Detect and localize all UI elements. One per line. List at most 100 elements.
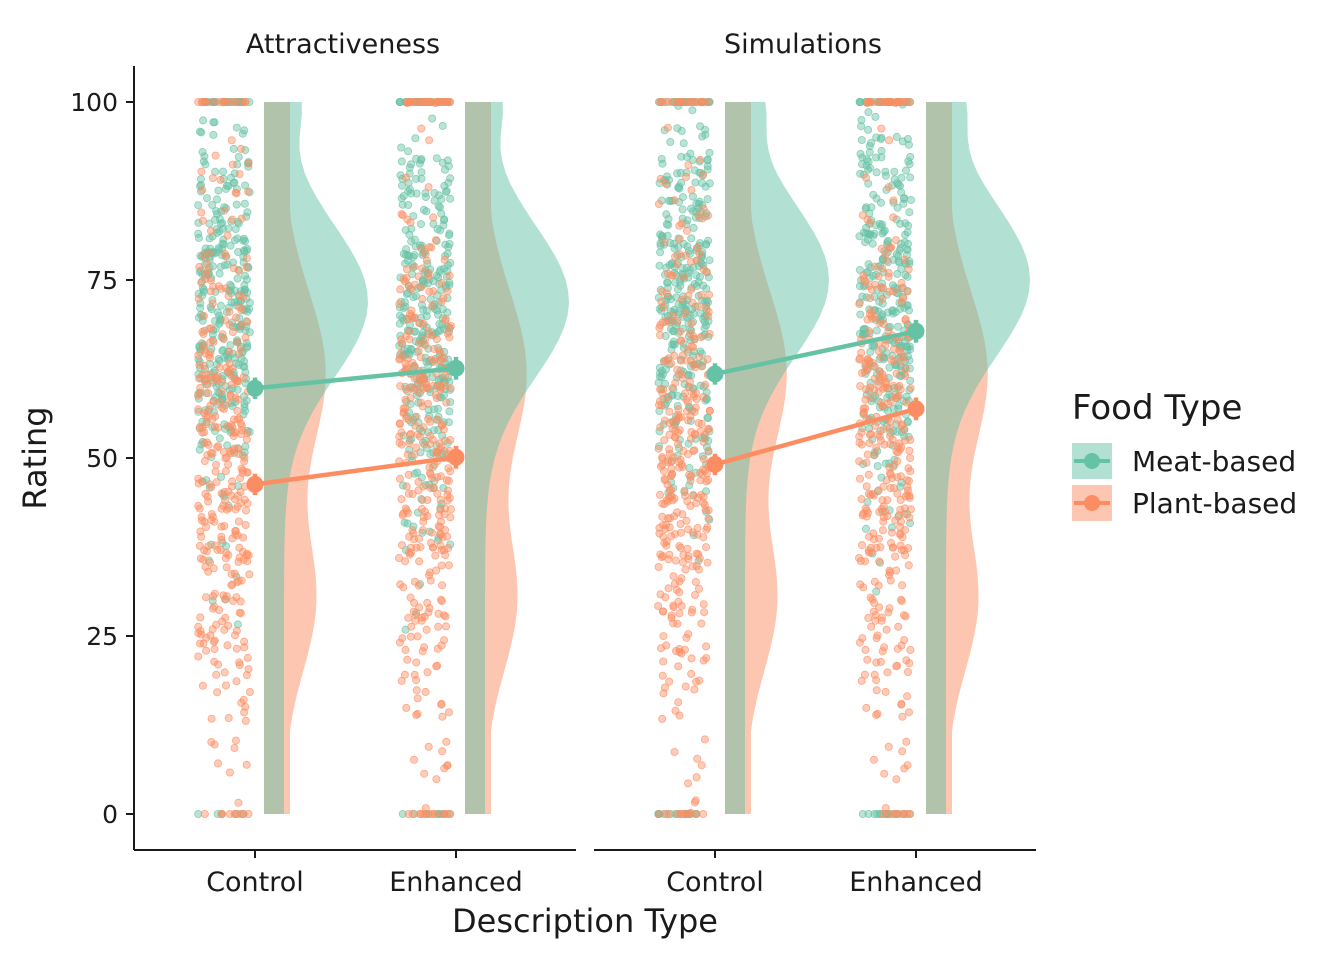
rain-point bbox=[423, 668, 432, 677]
rain-point bbox=[678, 510, 687, 519]
rain-point bbox=[408, 526, 417, 535]
rain-point bbox=[214, 186, 223, 195]
rain-point bbox=[201, 420, 210, 429]
rain-point bbox=[436, 541, 445, 550]
rain-point bbox=[397, 335, 406, 344]
rain-point bbox=[872, 710, 881, 719]
rain-point bbox=[196, 613, 205, 622]
rain-point bbox=[704, 211, 713, 220]
rain-point bbox=[901, 612, 910, 621]
rain-point bbox=[862, 203, 871, 212]
rain-point bbox=[883, 668, 892, 677]
rain-point bbox=[656, 385, 665, 394]
rain-point bbox=[664, 214, 673, 223]
rain-point bbox=[699, 465, 708, 474]
rain-point bbox=[865, 142, 874, 151]
rain-point bbox=[203, 451, 212, 460]
rain-point bbox=[863, 99, 872, 108]
rain-point bbox=[882, 810, 891, 819]
rain-point bbox=[445, 324, 454, 333]
rain-point bbox=[217, 472, 226, 481]
rain-point bbox=[691, 363, 700, 372]
rain-point bbox=[440, 255, 449, 264]
rain-point bbox=[905, 513, 914, 522]
rain-point bbox=[657, 297, 666, 306]
rain-point bbox=[705, 406, 714, 415]
rain-point bbox=[198, 185, 207, 194]
rain-point bbox=[897, 641, 906, 650]
rain-point bbox=[896, 357, 905, 366]
rain-point bbox=[412, 412, 421, 421]
rain-point bbox=[674, 370, 683, 379]
rain-point bbox=[228, 477, 237, 486]
rain-point bbox=[877, 124, 886, 133]
rain-point bbox=[197, 278, 206, 287]
mean-point-attractiveness-meat-based-enhanced bbox=[447, 359, 465, 377]
rain-point bbox=[696, 122, 705, 131]
rain-point bbox=[406, 632, 415, 641]
rain-point bbox=[688, 192, 697, 201]
rain-point bbox=[406, 400, 415, 409]
rain-point bbox=[703, 162, 712, 171]
rain-point bbox=[422, 207, 431, 216]
rain-point bbox=[219, 335, 228, 344]
rain-point bbox=[877, 222, 886, 231]
x-tick-label-simulations-enhanced: Enhanced bbox=[849, 867, 983, 898]
rain-point bbox=[874, 581, 883, 590]
rain-point bbox=[704, 312, 713, 321]
rain-point bbox=[404, 187, 413, 196]
rain-point bbox=[677, 295, 686, 304]
rain-point bbox=[398, 810, 407, 819]
rain-point bbox=[897, 597, 906, 606]
rain-point bbox=[225, 307, 234, 316]
rain-point bbox=[419, 513, 428, 522]
rain-point bbox=[656, 331, 665, 340]
rain-point bbox=[878, 613, 887, 622]
rain-point bbox=[437, 195, 446, 204]
rain-point bbox=[412, 686, 421, 695]
rain-point bbox=[418, 402, 427, 411]
rain-point bbox=[865, 532, 874, 541]
rain-point bbox=[445, 493, 454, 502]
rain-point bbox=[237, 306, 246, 315]
rain-point bbox=[655, 401, 664, 410]
rain-point bbox=[220, 206, 229, 215]
rain-point bbox=[671, 252, 680, 261]
rain-point bbox=[701, 505, 710, 514]
rain-point bbox=[700, 735, 709, 744]
rain-point bbox=[660, 539, 669, 548]
rain-point bbox=[433, 661, 442, 670]
rain-point bbox=[864, 470, 873, 479]
rain-point bbox=[444, 476, 453, 485]
rain-point bbox=[194, 652, 203, 661]
rain-point bbox=[862, 524, 871, 533]
rain-point bbox=[901, 364, 910, 373]
rain-point bbox=[416, 220, 425, 229]
rain-point bbox=[240, 708, 249, 717]
rain-point bbox=[433, 404, 442, 413]
rain-point bbox=[213, 372, 222, 381]
rain-point bbox=[220, 98, 229, 107]
rain-point bbox=[437, 98, 446, 107]
rain-point bbox=[231, 313, 240, 322]
rain-point bbox=[220, 668, 229, 677]
rain-point bbox=[668, 340, 677, 349]
rain-point bbox=[671, 378, 680, 387]
rain-point bbox=[243, 468, 252, 477]
rain-point bbox=[426, 470, 435, 479]
rain-point bbox=[689, 309, 698, 318]
rain-point bbox=[438, 420, 447, 429]
rain-point bbox=[681, 682, 690, 691]
rain-point bbox=[210, 645, 219, 654]
rain-point bbox=[670, 351, 679, 360]
y-axis-title: Rating bbox=[16, 406, 54, 509]
rain-point bbox=[687, 186, 696, 195]
rain-points-attractiveness-control bbox=[194, 98, 254, 819]
rain-point bbox=[206, 226, 215, 235]
rain-point bbox=[237, 576, 246, 585]
rain-point bbox=[441, 436, 450, 445]
rain-point bbox=[194, 622, 203, 631]
rain-point bbox=[206, 338, 215, 347]
density-cloud-simulations-enhanced-meat-based bbox=[926, 102, 1030, 814]
